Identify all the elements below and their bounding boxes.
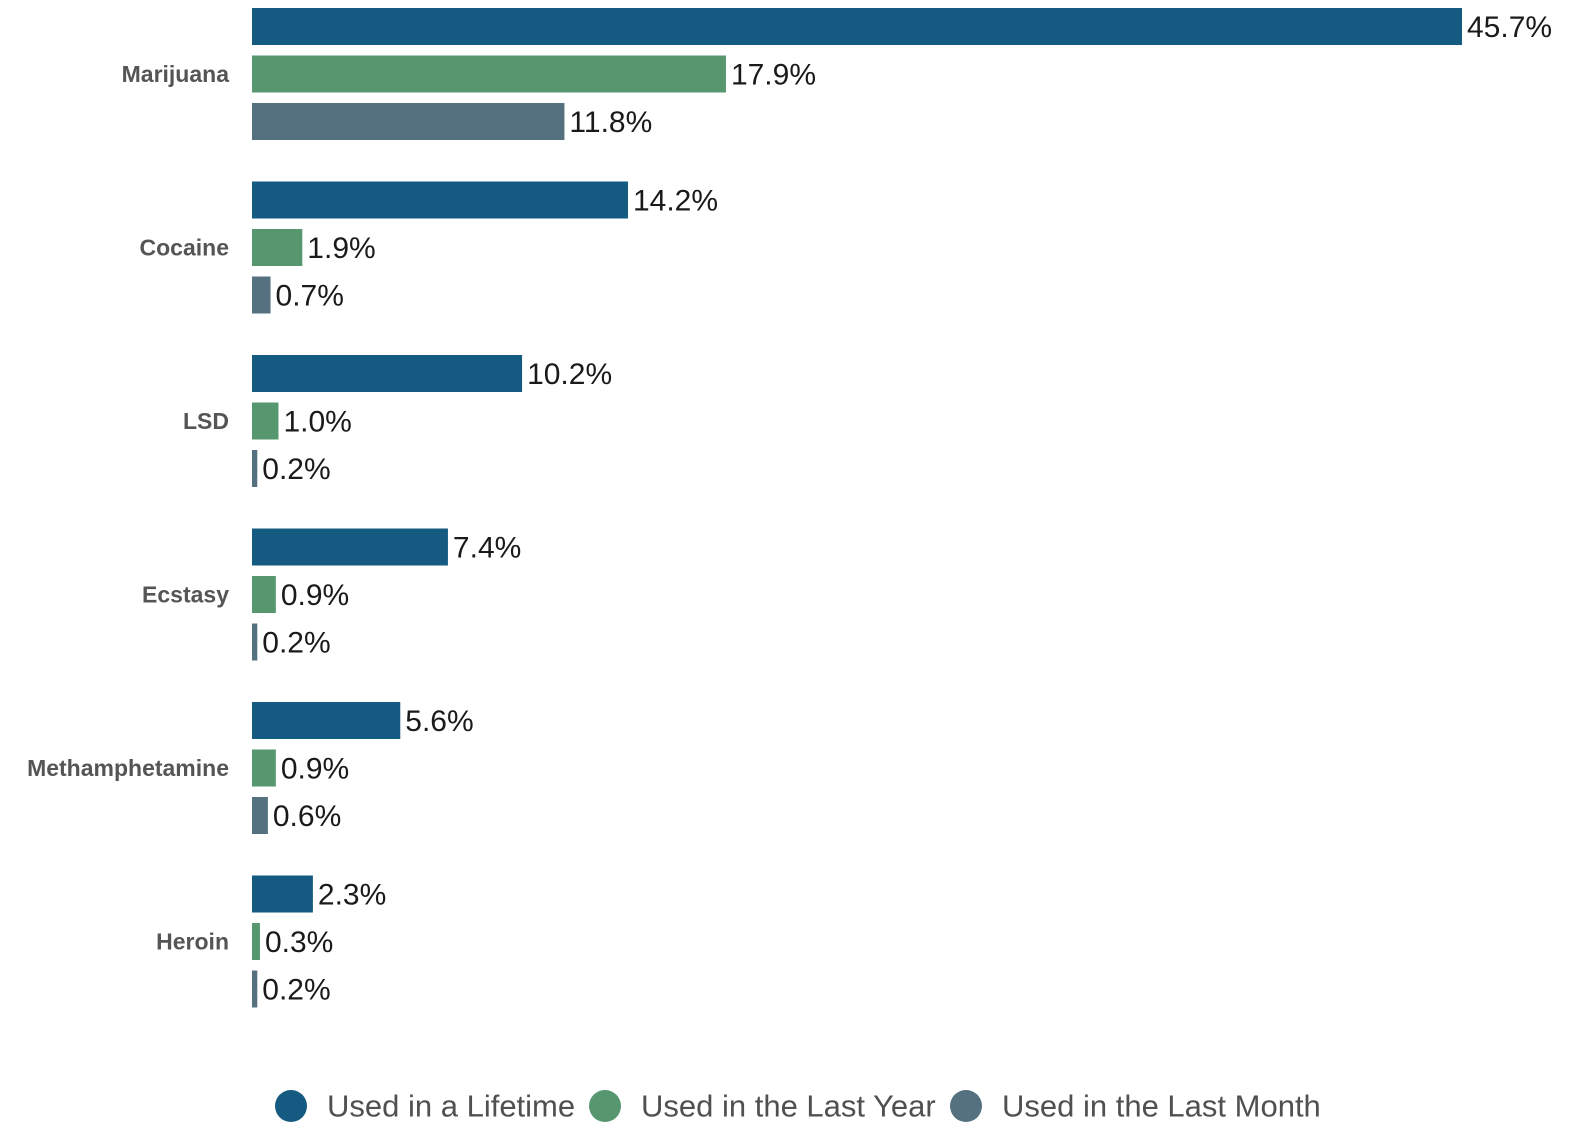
bar-group-methamphetamine: Methamphetamine 5.6% 0.9% 0.6% bbox=[27, 702, 474, 834]
bar-methamphetamine-used-in-the-last-month bbox=[252, 797, 268, 834]
bar-cocaine-used-in-the-last-month bbox=[252, 276, 271, 314]
bar-group-cocaine: Cocaine 14.2% 1.9% 0.7% bbox=[140, 181, 718, 314]
bar-cocaine-used-in-the-last-year bbox=[252, 229, 303, 266]
category-label-ecstasy: Ecstasy bbox=[142, 582, 229, 608]
data-label-heroin-used-in-a-lifetime: 2.3% bbox=[318, 879, 386, 912]
legend-item-used-in-the-last-month: Used in the Last Month bbox=[950, 1089, 1321, 1124]
data-label-heroin-used-in-the-last-year: 0.3% bbox=[265, 926, 333, 959]
data-label-marijuana-used-in-the-last-year: 17.9% bbox=[731, 59, 816, 92]
bar-heroin-used-in-the-last-month bbox=[252, 970, 258, 1008]
data-label-ecstasy-used-in-a-lifetime: 7.4% bbox=[453, 532, 521, 565]
data-label-heroin-used-in-the-last-month: 0.2% bbox=[262, 974, 330, 1007]
bar-group-heroin: Heroin 2.3% 0.3% 0.2% bbox=[156, 875, 386, 1008]
bars-layer: Marijuana 45.7% 17.9% 11.8% Cocaine 14.2% 1.9%… bbox=[27, 8, 1552, 1008]
legend-label-used-in-a-lifetime: Used in a Lifetime bbox=[327, 1089, 575, 1124]
data-label-lsd-used-in-the-last-month: 0.2% bbox=[262, 453, 330, 486]
data-label-methamphetamine-used-in-the-last-year: 0.9% bbox=[281, 753, 349, 786]
category-label-heroin: Heroin bbox=[156, 929, 229, 955]
data-label-marijuana-used-in-a-lifetime: 45.7% bbox=[1467, 11, 1552, 44]
bar-lsd-used-in-the-last-year bbox=[252, 402, 279, 440]
data-label-lsd-used-in-a-lifetime: 10.2% bbox=[527, 358, 612, 391]
bar-marijuana-used-in-the-last-year bbox=[252, 55, 726, 93]
category-label-marijuana: Marijuana bbox=[122, 61, 230, 87]
legend-swatch-used-in-the-last-month bbox=[950, 1090, 982, 1122]
bar-cocaine-used-in-a-lifetime bbox=[252, 181, 628, 219]
legend: Used in a Lifetime Used in the Last Year U… bbox=[275, 1089, 1321, 1124]
category-label-lsd: LSD bbox=[183, 408, 229, 434]
legend-swatch-used-in-the-last-year bbox=[589, 1090, 621, 1122]
data-label-marijuana-used-in-the-last-month: 11.8% bbox=[569, 106, 652, 139]
data-label-ecstasy-used-in-the-last-month: 0.2% bbox=[262, 627, 330, 660]
bar-marijuana-used-in-the-last-month bbox=[252, 103, 565, 140]
bar-heroin-used-in-the-last-year bbox=[252, 923, 260, 960]
data-label-cocaine-used-in-the-last-month: 0.7% bbox=[276, 280, 344, 313]
bar-group-marijuana: Marijuana 45.7% 17.9% 11.8% bbox=[122, 8, 1552, 140]
bar-ecstasy-used-in-the-last-month bbox=[252, 623, 258, 661]
bar-methamphetamine-used-in-a-lifetime bbox=[252, 702, 401, 739]
bar-group-lsd: LSD 10.2% 1.0% 0.2% bbox=[183, 355, 612, 487]
legend-swatch-used-in-a-lifetime bbox=[275, 1090, 307, 1122]
category-label-methamphetamine: Methamphetamine bbox=[27, 755, 229, 781]
data-label-methamphetamine-used-in-the-last-month: 0.6% bbox=[273, 800, 341, 833]
data-label-cocaine-used-in-a-lifetime: 14.2% bbox=[633, 185, 718, 218]
bar-lsd-used-in-the-last-month bbox=[252, 450, 258, 487]
legend-item-used-in-a-lifetime: Used in a Lifetime bbox=[275, 1089, 575, 1124]
bar-methamphetamine-used-in-the-last-year bbox=[252, 749, 276, 787]
legend-label-used-in-the-last-month: Used in the Last Month bbox=[1002, 1089, 1321, 1124]
bar-lsd-used-in-a-lifetime bbox=[252, 355, 523, 392]
bar-marijuana-used-in-a-lifetime bbox=[252, 8, 1462, 45]
legend-item-used-in-the-last-year: Used in the Last Year bbox=[589, 1089, 936, 1124]
data-label-cocaine-used-in-the-last-year: 1.9% bbox=[307, 232, 375, 265]
data-label-lsd-used-in-the-last-year: 1.0% bbox=[283, 406, 351, 439]
data-label-methamphetamine-used-in-a-lifetime: 5.6% bbox=[405, 705, 473, 738]
bar-ecstasy-used-in-the-last-year bbox=[252, 576, 276, 613]
bar-heroin-used-in-a-lifetime bbox=[252, 875, 313, 913]
legend-label-used-in-the-last-year: Used in the Last Year bbox=[641, 1089, 936, 1124]
bar-group-ecstasy: Ecstasy 7.4% 0.9% 0.2% bbox=[142, 528, 521, 661]
bar-ecstasy-used-in-a-lifetime bbox=[252, 528, 448, 566]
data-label-ecstasy-used-in-the-last-year: 0.9% bbox=[281, 579, 349, 612]
category-label-cocaine: Cocaine bbox=[140, 235, 229, 261]
